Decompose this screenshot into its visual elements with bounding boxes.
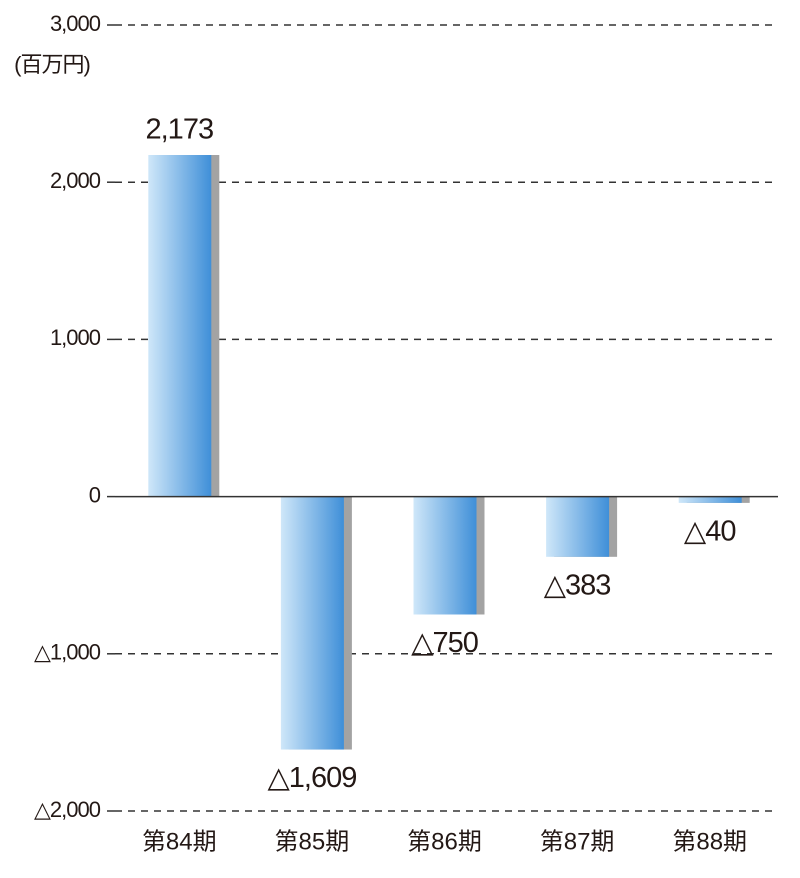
bar bbox=[148, 155, 212, 497]
value-label: △40 bbox=[684, 516, 736, 548]
x-tick-label: 第84期 bbox=[142, 828, 217, 855]
value-label: △1,609 bbox=[267, 762, 356, 794]
bar bbox=[413, 496, 477, 615]
y-tick-label: 2,000 bbox=[50, 168, 101, 193]
bar bbox=[678, 496, 742, 503]
x-tick-label: 第85期 bbox=[275, 828, 350, 855]
x-tick-label: 第86期 bbox=[407, 828, 482, 855]
y-tick-label: △2,000 bbox=[34, 797, 101, 822]
value-label: 2,173 bbox=[146, 114, 214, 146]
y-tick-label: 3,000 bbox=[50, 11, 101, 36]
bar bbox=[280, 496, 344, 750]
y-tick-label: 1,000 bbox=[50, 325, 101, 350]
y-tick-label: △1,000 bbox=[34, 640, 101, 665]
unit-label: (百万円) bbox=[14, 52, 90, 77]
value-label: △750 bbox=[411, 627, 478, 659]
value-label: △383 bbox=[544, 569, 611, 601]
x-tick-label: 第88期 bbox=[672, 828, 747, 855]
x-tick-label: 第87期 bbox=[540, 828, 615, 855]
y-tick-label: 0 bbox=[89, 482, 101, 507]
bar bbox=[546, 496, 610, 557]
